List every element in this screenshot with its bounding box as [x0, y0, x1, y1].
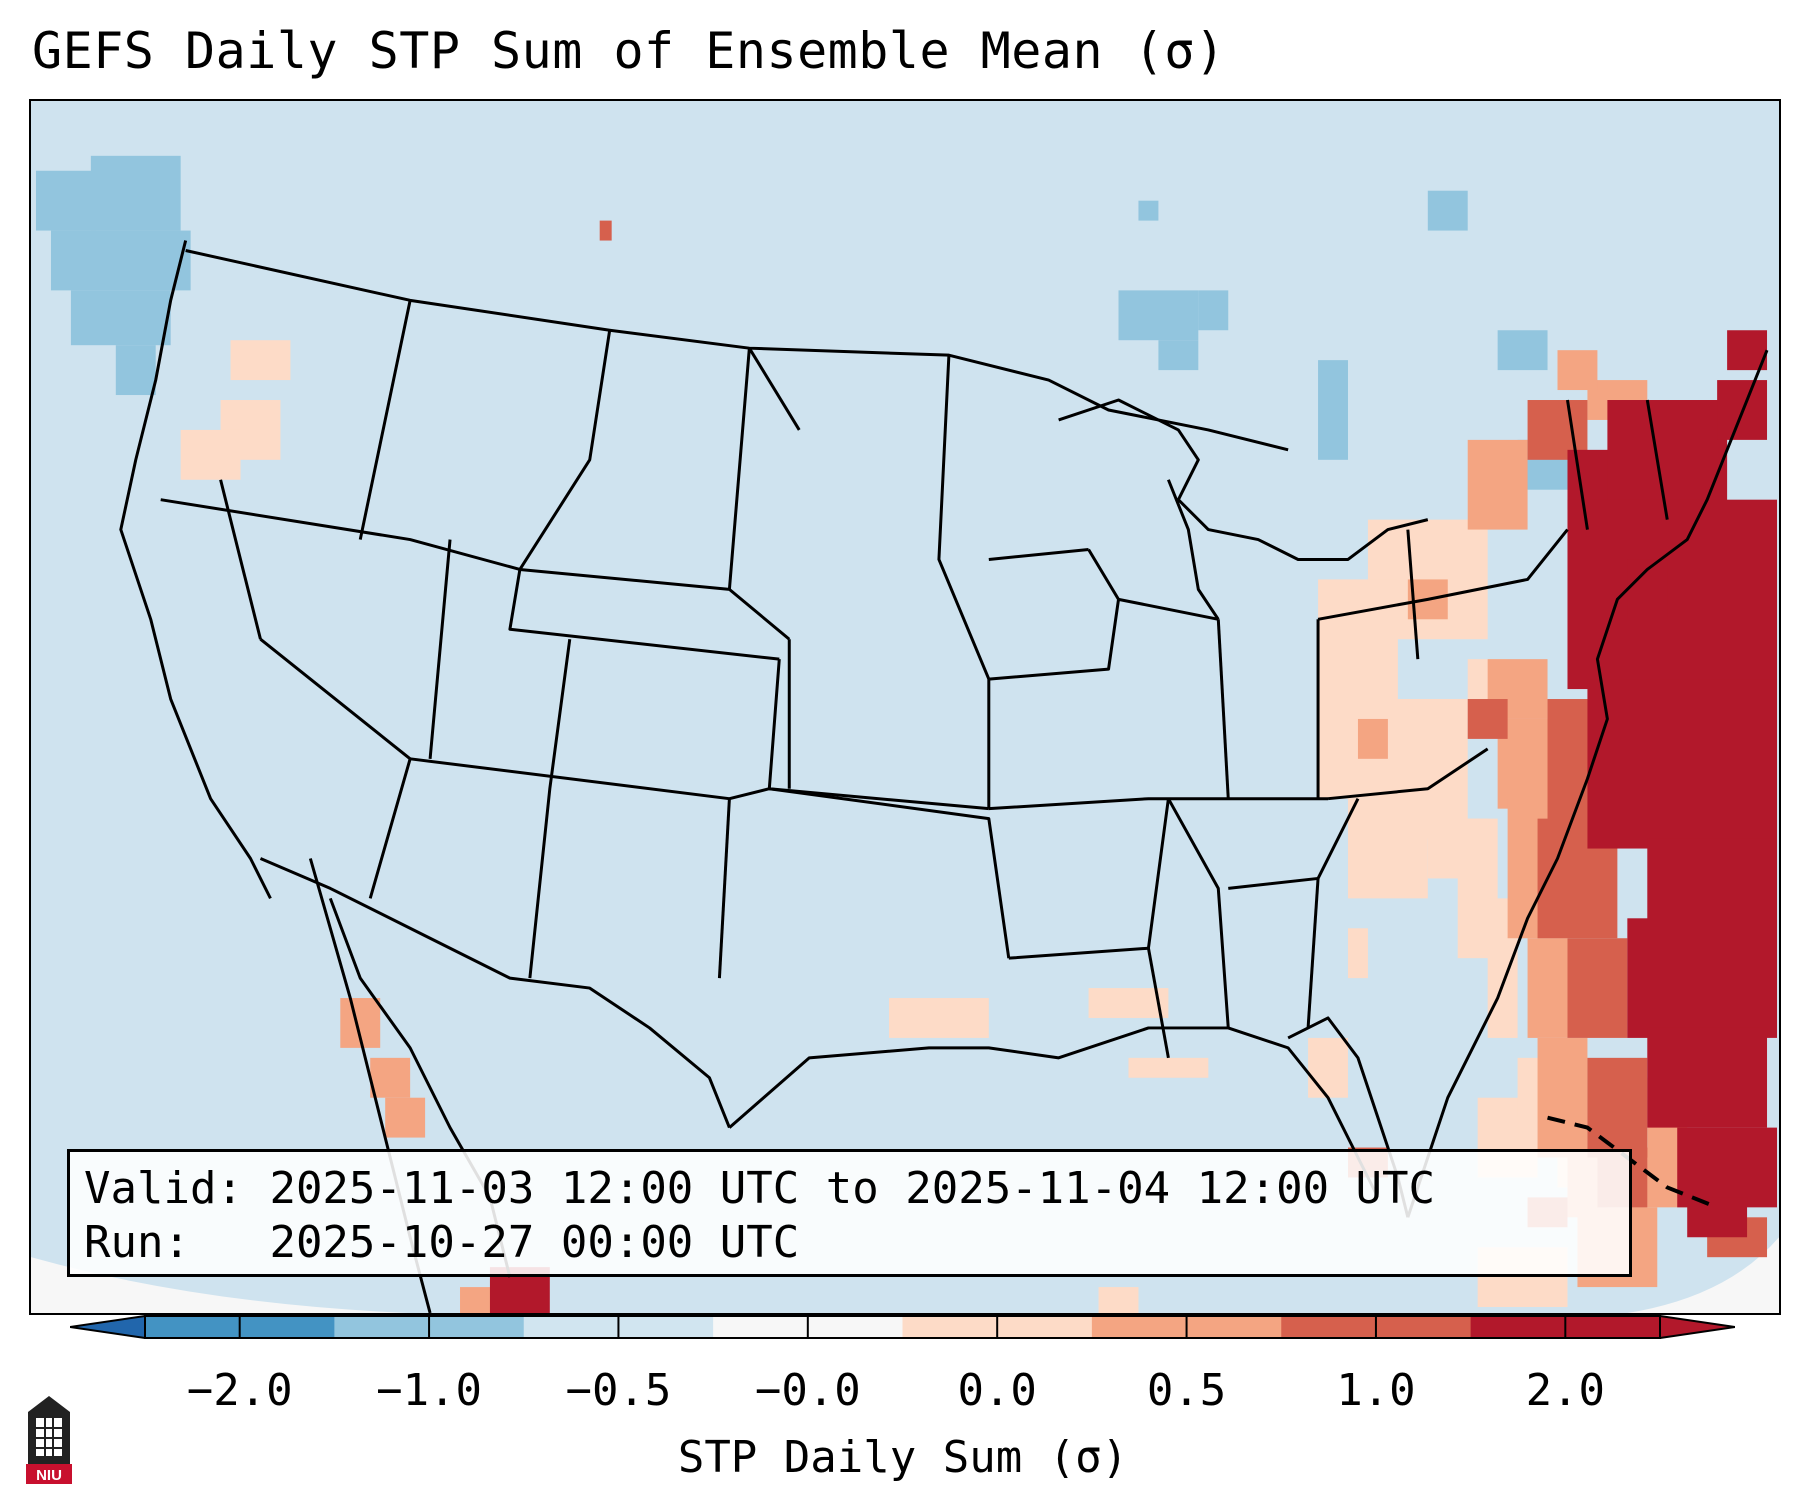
colorbar-label: STP Daily Sum (σ)	[677, 1432, 1129, 1483]
colorbar-tick-label: 2.0	[1525, 1365, 1606, 1416]
map-canvas	[31, 101, 1779, 1313]
projection-edge-right	[1627, 1237, 1779, 1313]
map-panel	[29, 99, 1781, 1315]
colorbar-over-arrow	[1659, 1315, 1735, 1339]
colorbar-tick-label: 0.5	[1146, 1365, 1227, 1416]
colorbar-outline	[144, 1315, 1661, 1339]
valid-value: 2025-11-03 12:00 UTC to 2025-11-04 12:00…	[269, 1163, 1436, 1214]
colorbar-tick-label: 1.0	[1336, 1365, 1416, 1416]
colorbar-tick-label: −0.0	[754, 1365, 861, 1416]
svg-text:NIU: NIU	[36, 1467, 62, 1484]
negative-anomaly-cells	[35, 155, 1578, 490]
colorbar	[70, 1315, 1735, 1339]
projection-edge-left	[31, 1257, 630, 1313]
chart-title: GEFS Daily STP Sum of Ensemble Mean (σ)	[32, 22, 1226, 80]
valid-run-info-box: Valid: 2025-11-03 12:00 UTC to 2025-11-0…	[67, 1149, 1632, 1277]
colorbar-tick-label: −2.0	[186, 1365, 293, 1416]
niu-logo-icon: NIU	[26, 1396, 72, 1484]
run-label: Run:	[84, 1217, 190, 1268]
colorbar-under-arrow	[70, 1315, 146, 1339]
colorbar-tick-label: −1.0	[376, 1365, 483, 1416]
colorbar-tick-label: −0.5	[565, 1365, 672, 1416]
valid-label: Valid:	[84, 1163, 243, 1214]
colorbar-tick-label: 0.0	[957, 1365, 1037, 1416]
run-value: 2025-10-27 00:00 UTC	[269, 1217, 800, 1268]
